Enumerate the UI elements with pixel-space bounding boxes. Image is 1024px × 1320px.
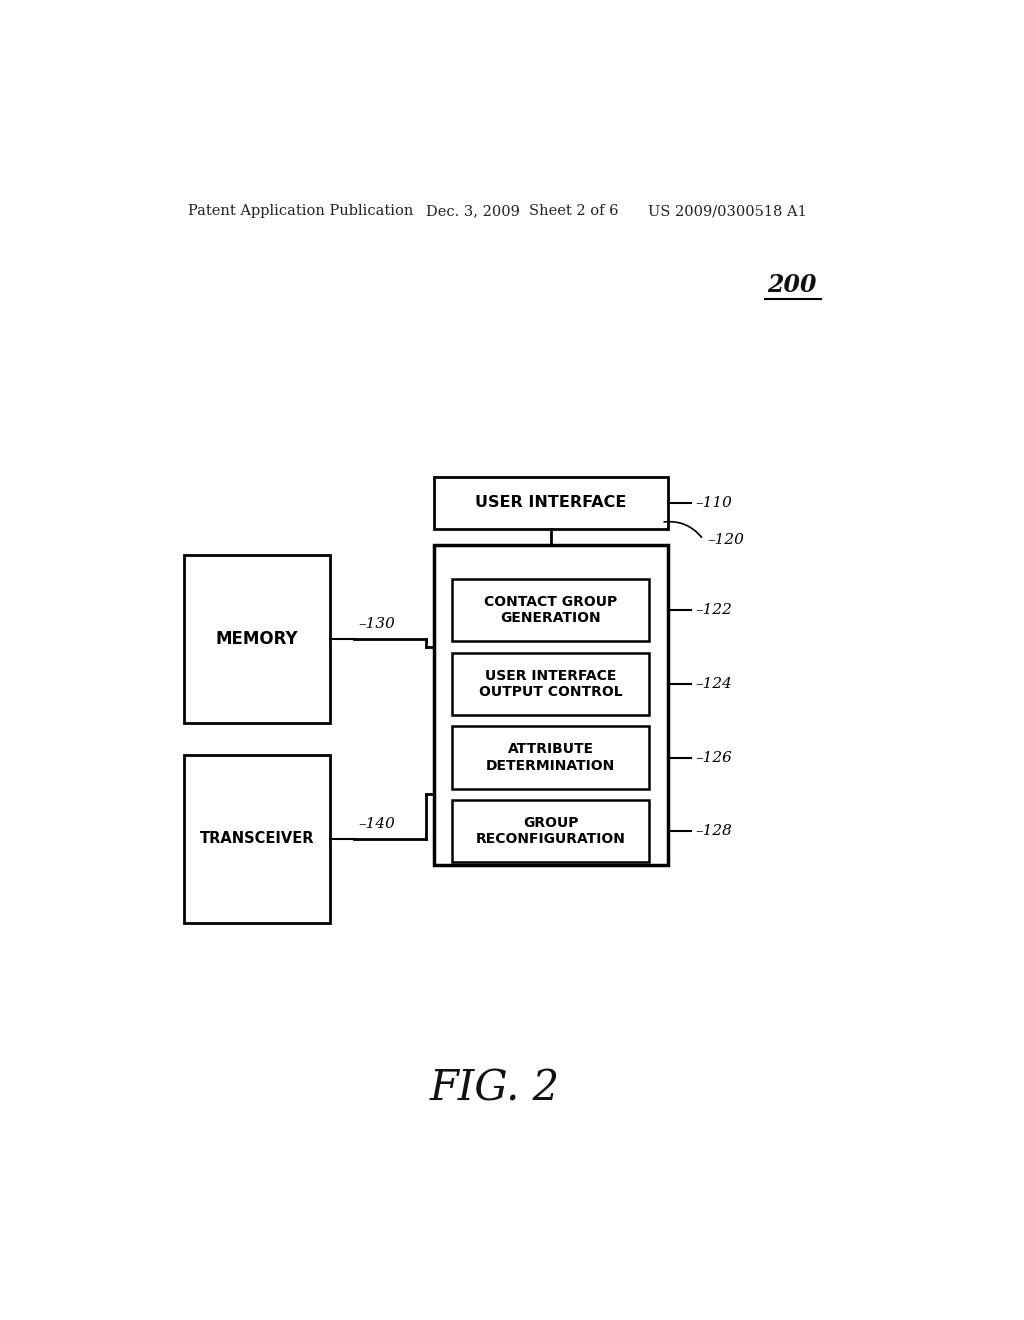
FancyBboxPatch shape xyxy=(433,477,668,529)
FancyBboxPatch shape xyxy=(453,800,649,862)
Text: Sheet 2 of 6: Sheet 2 of 6 xyxy=(528,205,618,218)
Text: CONTACT GROUP
GENERATION: CONTACT GROUP GENERATION xyxy=(484,595,617,626)
Text: USER INTERFACE: USER INTERFACE xyxy=(475,495,627,511)
Text: –140: –140 xyxy=(358,817,395,830)
Text: USER INTERFACE
OUTPUT CONTROL: USER INTERFACE OUTPUT CONTROL xyxy=(479,669,623,700)
Text: GROUP
RECONFIGURATION: GROUP RECONFIGURATION xyxy=(476,816,626,846)
Text: –130: –130 xyxy=(358,616,395,631)
Text: –128: –128 xyxy=(695,824,732,838)
Text: –126: –126 xyxy=(695,751,732,764)
FancyBboxPatch shape xyxy=(433,545,668,865)
Text: MEMORY: MEMORY xyxy=(216,630,298,648)
Text: –110: –110 xyxy=(695,496,732,510)
Text: FIG. 2: FIG. 2 xyxy=(430,1068,560,1109)
Text: –120: –120 xyxy=(708,532,744,546)
FancyBboxPatch shape xyxy=(183,554,331,722)
Text: ATTRIBUTE
DETERMINATION: ATTRIBUTE DETERMINATION xyxy=(486,742,615,772)
Text: US 2009/0300518 A1: US 2009/0300518 A1 xyxy=(648,205,807,218)
FancyBboxPatch shape xyxy=(453,652,649,715)
Text: Dec. 3, 2009: Dec. 3, 2009 xyxy=(426,205,519,218)
FancyBboxPatch shape xyxy=(453,726,649,789)
Text: 200: 200 xyxy=(767,273,816,297)
Text: Patent Application Publication: Patent Application Publication xyxy=(187,205,413,218)
Text: –124: –124 xyxy=(695,677,732,690)
Text: –122: –122 xyxy=(695,603,732,618)
FancyBboxPatch shape xyxy=(183,755,331,923)
Text: TRANSCEIVER: TRANSCEIVER xyxy=(200,832,314,846)
FancyBboxPatch shape xyxy=(453,579,649,642)
